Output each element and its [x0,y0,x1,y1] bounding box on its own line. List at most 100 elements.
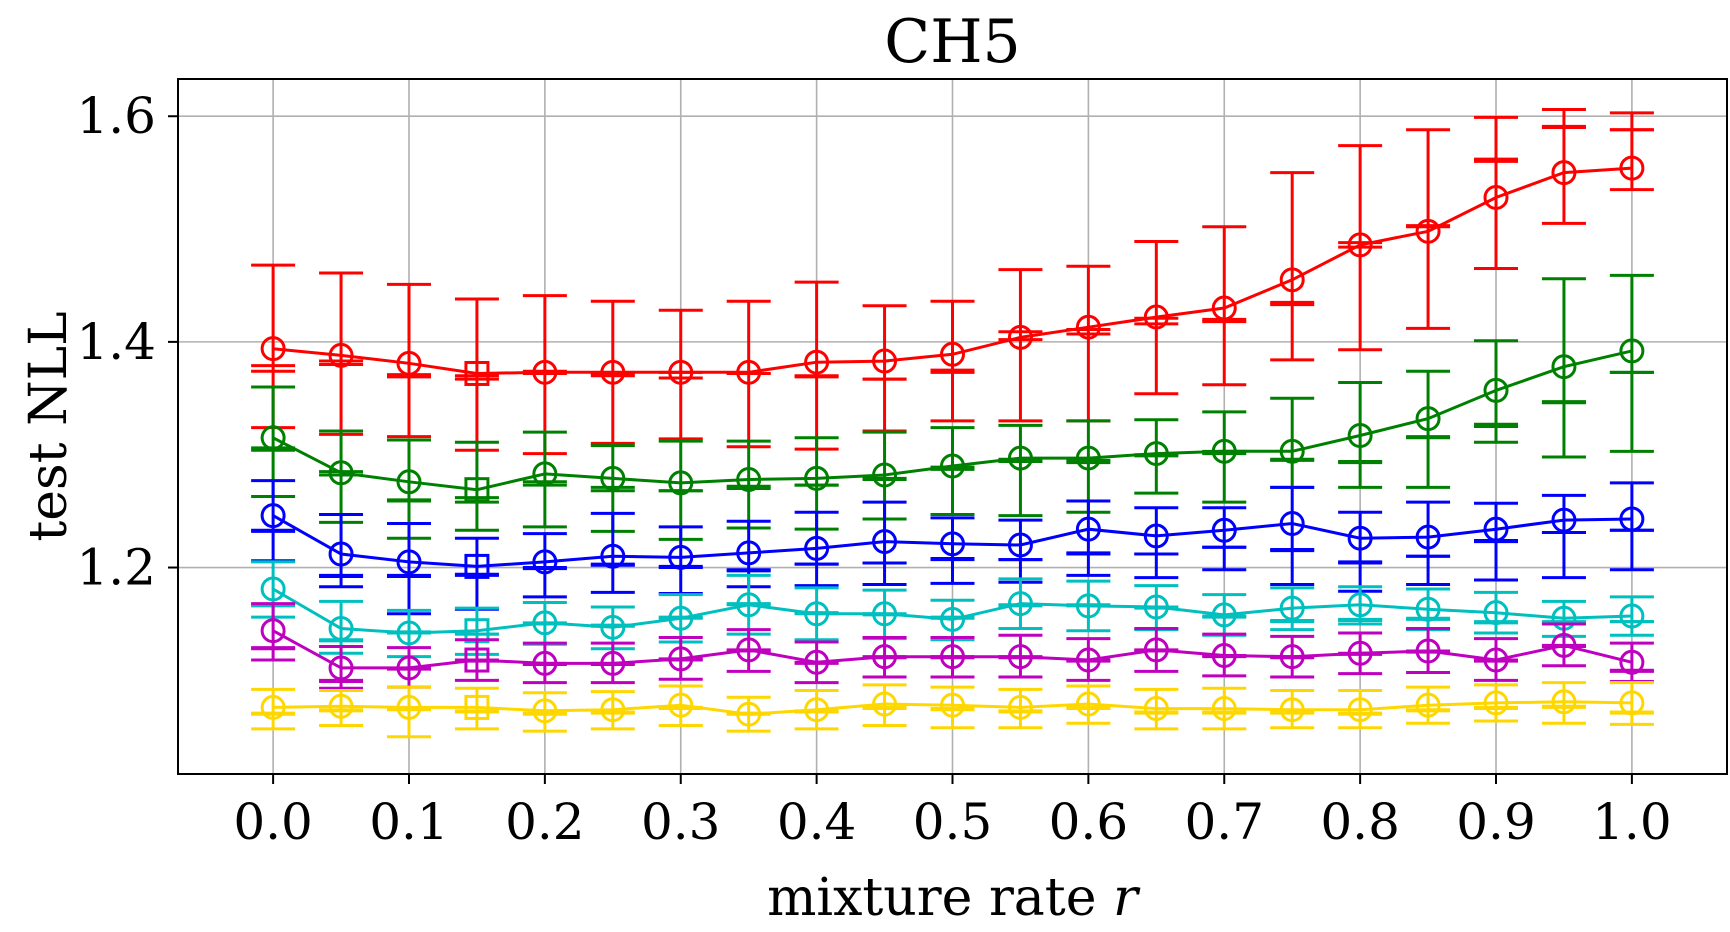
data-point [396,350,422,376]
data-point [532,698,558,724]
data-point [1075,691,1101,717]
x-tick-label: 0.1 [369,793,449,851]
data-point [1483,690,1509,716]
x-tick-label: 0.8 [1320,793,1400,851]
data-point [600,650,626,676]
data-point [736,637,762,663]
data-point [1347,525,1373,551]
data-point [1483,600,1509,626]
series-1 [251,107,1654,456]
data-point [1415,692,1441,718]
data-point [1143,594,1169,620]
data-point [1279,511,1305,537]
data-point [396,549,422,575]
data-point [1347,640,1373,666]
data-point [328,655,354,681]
data-point [1143,304,1169,330]
data-point [736,467,762,493]
data-point [532,610,558,636]
y-tick-label: 1.4 [76,313,156,371]
data-point [396,655,422,681]
data-point [600,697,626,723]
data-point [1347,423,1373,449]
data-point [600,543,626,569]
data-point [736,359,762,385]
data-point [940,644,965,670]
series-3 [251,479,1654,616]
data-point [1619,506,1645,532]
data-point [804,649,830,675]
data-point [668,605,694,631]
data-point [1347,232,1373,258]
x-axis-label: mixture rate r [767,868,1141,928]
data-point [940,341,965,367]
data-point [260,694,286,720]
x-tick-label: 0.2 [505,793,585,851]
data-point [464,647,490,673]
data-point [396,469,422,495]
x-tick-label: 0.3 [641,793,721,851]
data-point [736,540,762,566]
data-point [328,615,354,641]
series-5 [251,602,1654,690]
data-point [1347,592,1373,618]
series-2 [251,273,1654,541]
data-point [872,691,898,717]
data-point [1075,445,1101,471]
series-4 [251,560,1654,659]
data-point [260,336,286,362]
data-point [1279,697,1305,723]
data-point [940,531,965,557]
data-point [1483,516,1509,542]
data-point [668,646,694,672]
data-point [1279,438,1305,464]
data-point [1415,596,1441,622]
y-tick-label: 1.6 [76,87,156,145]
data-point [1415,406,1441,432]
data-point [532,549,558,575]
data-point [260,618,286,644]
data-point [668,470,694,496]
data-point [464,553,490,579]
data-point [1279,644,1305,670]
data-point [600,359,626,385]
data-point [1415,638,1441,664]
data-point [1075,647,1101,673]
x-tick-label: 0.6 [1049,793,1129,851]
data-point [940,453,965,479]
data-point [260,503,286,529]
data-point [940,606,965,632]
data-point [1007,445,1033,471]
data-point [804,465,830,491]
data-point [668,544,694,570]
data-point [1415,218,1441,244]
data-point [1279,595,1305,621]
data-point [1279,267,1305,293]
data-point [1211,643,1237,669]
data-point [1075,314,1101,340]
data-point [1483,184,1509,210]
data-point [328,541,354,567]
data-point [1143,523,1169,549]
data-point [260,576,286,602]
data-point [736,701,762,727]
data-point [532,461,558,487]
x-tick-label: 0.0 [233,793,313,851]
data-point [1483,647,1509,673]
data-point [1007,591,1033,617]
x-tick-label: 1.0 [1592,793,1672,851]
data-point [1211,517,1237,543]
data-point [1007,644,1033,670]
data-point [1211,295,1237,321]
series-6 [251,681,1654,739]
data-point [396,620,422,646]
data-point [1143,441,1169,467]
x-tick-label: 0.9 [1456,793,1536,851]
data-point [600,465,626,491]
data-point [1551,507,1577,533]
data-point [1619,690,1645,716]
data-point [600,614,626,640]
data-point [872,462,898,488]
